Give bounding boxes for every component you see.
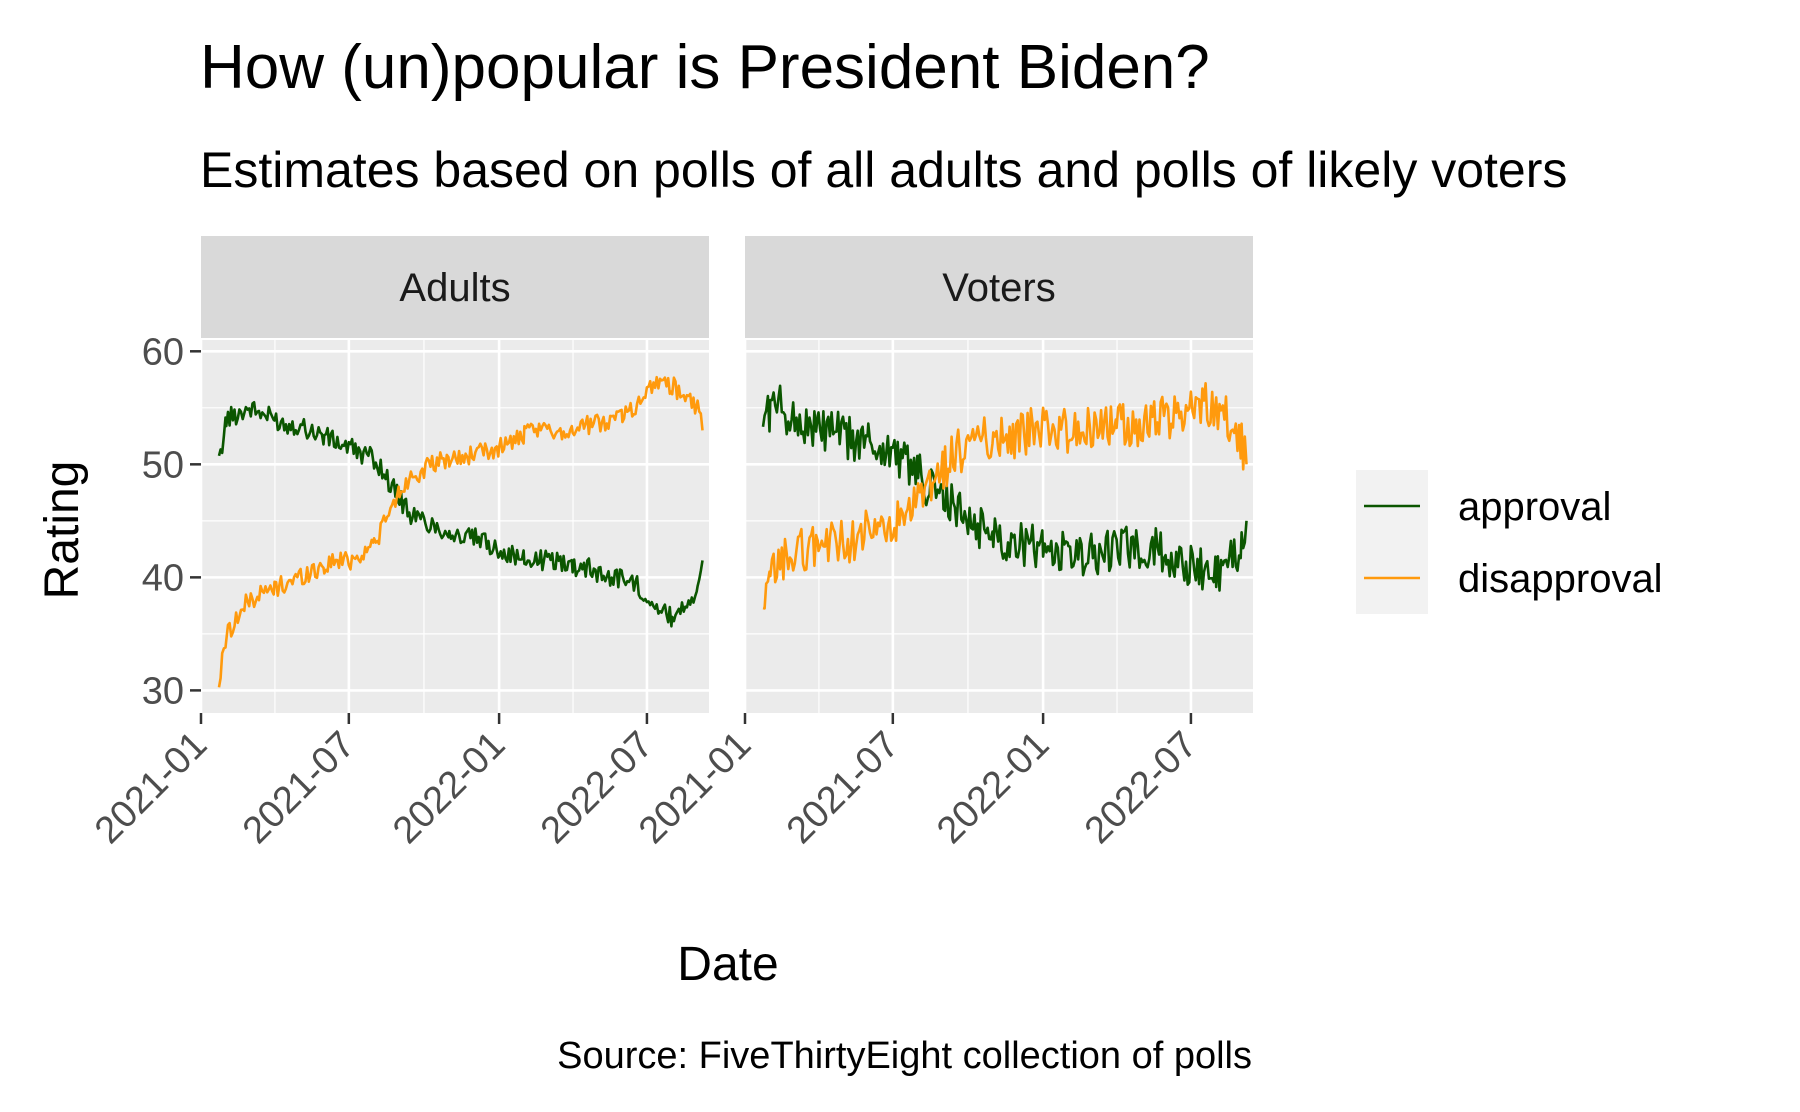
strip-label-adults: Adults bbox=[399, 266, 510, 310]
y-axis-title: Rating bbox=[36, 461, 89, 600]
x-tick-label: 2021-07 bbox=[235, 724, 363, 852]
series-line-disapproval-adults bbox=[217, 375, 704, 688]
y-tick-label: 40 bbox=[142, 557, 184, 599]
panel-background bbox=[201, 340, 709, 713]
y-tick-label: 50 bbox=[142, 444, 184, 486]
chart-title: How (un)popular is President Biden? bbox=[200, 33, 1210, 102]
legend-label-disapproval: disapproval bbox=[1458, 557, 1663, 601]
legend: approval disapproval bbox=[1356, 470, 1663, 614]
x-tick-label: 2022-07 bbox=[1077, 724, 1205, 852]
x-tick-label: 2021-01 bbox=[87, 724, 215, 852]
x-tick-label: 2022-01 bbox=[929, 724, 1057, 852]
y-tick-label: 60 bbox=[142, 331, 184, 373]
chart-subtitle: Estimates based on polls of all adults a… bbox=[200, 142, 1567, 198]
x-tick-label: 2021-07 bbox=[779, 724, 907, 852]
series-line-approval-adults bbox=[217, 400, 704, 628]
y-tick-label: 30 bbox=[142, 670, 184, 712]
series-line-approval-voters bbox=[761, 384, 1248, 592]
x-tick-label: 2022-01 bbox=[385, 724, 513, 852]
legend-label-approval: approval bbox=[1458, 485, 1611, 529]
x-axis-title: Date bbox=[677, 938, 778, 991]
series-line-disapproval-voters bbox=[762, 381, 1248, 610]
strip-adults bbox=[201, 236, 709, 338]
strip-voters bbox=[745, 236, 1253, 338]
strip-label-voters: Voters bbox=[942, 266, 1055, 310]
chart-caption: Source: FiveThirtyEight collection of po… bbox=[557, 1035, 1252, 1077]
